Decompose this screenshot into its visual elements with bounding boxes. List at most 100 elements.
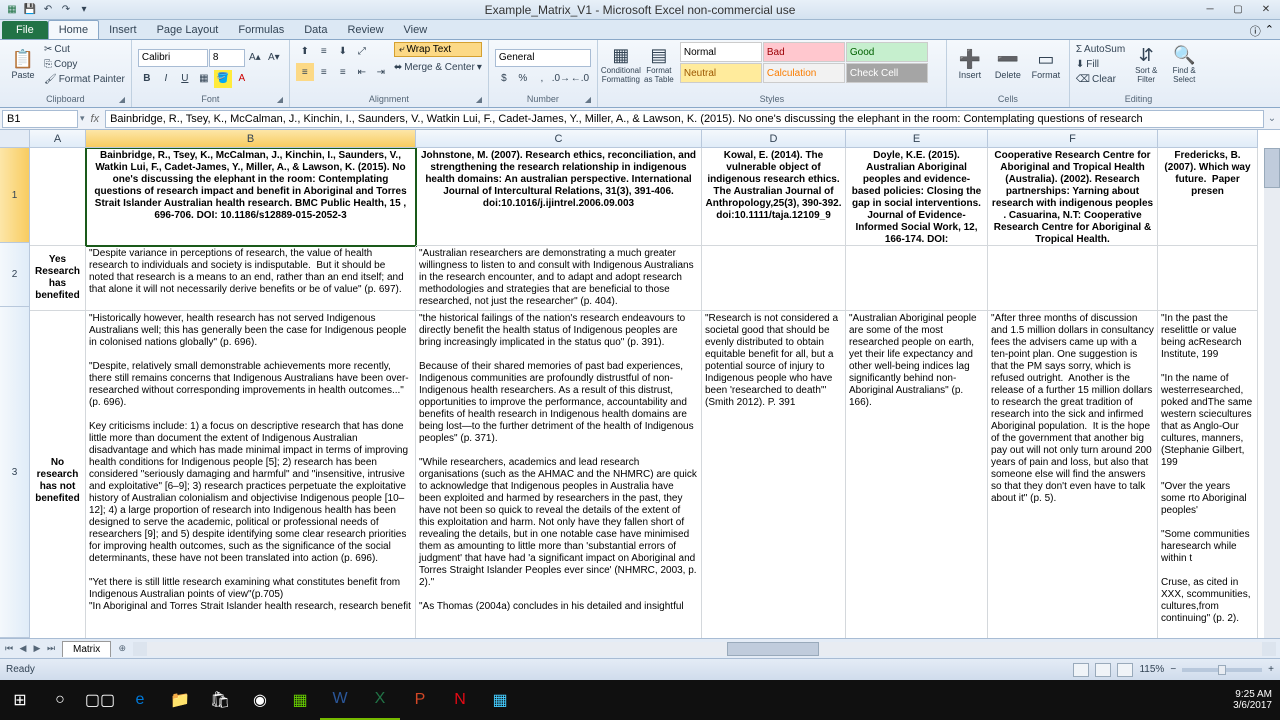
app-icon-1[interactable]: ▦ — [280, 680, 320, 720]
cell-f2[interactable] — [988, 246, 1158, 311]
paste-button[interactable]: 📋Paste — [6, 42, 40, 86]
file-explorer-icon[interactable]: 📁 — [160, 680, 200, 720]
align-bottom-icon[interactable]: ⬇ — [334, 42, 352, 60]
formula-input[interactable]: Bainbridge, R., Tsey, K., McCalman, J., … — [105, 110, 1264, 128]
underline-button[interactable]: U — [176, 70, 194, 88]
clock-date[interactable]: 3/6/2017 — [1233, 700, 1272, 711]
font-family-dropdown[interactable]: Calibri — [138, 49, 208, 67]
style-check-cell[interactable]: Check Cell — [846, 63, 928, 83]
cell-c2[interactable]: "Australian researchers are demonstratin… — [416, 246, 702, 311]
copy-button[interactable]: ⎘ Copy — [44, 57, 125, 71]
format-cells-button[interactable]: ▭Format — [1029, 42, 1063, 86]
zoom-percent[interactable]: 115% — [1139, 664, 1164, 675]
page-layout-view-icon[interactable] — [1095, 663, 1111, 677]
horizontal-scrollbar[interactable] — [133, 642, 1276, 656]
row-header-3[interactable]: 3 — [0, 307, 30, 638]
cell-a2[interactable]: Yes Research has benefited — [30, 246, 86, 311]
increase-font-icon[interactable]: A▴ — [246, 49, 264, 67]
insert-cells-button[interactable]: ➕Insert — [953, 42, 987, 86]
cell-b2[interactable]: "Despite variance in perceptions of rese… — [86, 246, 416, 311]
hscroll-thumb[interactable] — [727, 642, 818, 656]
select-all-corner[interactable] — [0, 130, 30, 148]
cell-g2[interactable] — [1158, 246, 1258, 311]
find-select-button[interactable]: 🔍Find & Select — [1167, 42, 1201, 86]
bold-button[interactable]: B — [138, 70, 156, 88]
col-header-e[interactable]: E — [846, 130, 988, 148]
name-box[interactable]: B1 — [2, 110, 78, 128]
indent-dec-icon[interactable]: ⇤ — [353, 63, 371, 81]
percent-icon[interactable]: % — [514, 70, 532, 88]
align-top-icon[interactable]: ⬆ — [296, 42, 314, 60]
col-header-f[interactable]: F — [988, 130, 1158, 148]
style-bad[interactable]: Bad — [763, 42, 845, 62]
formula-expand-icon[interactable]: ⌄ — [1264, 113, 1280, 124]
store-icon[interactable]: 🛍 — [200, 680, 240, 720]
fx-icon[interactable]: fx — [85, 113, 106, 125]
vertical-scrollbar[interactable] — [1264, 148, 1280, 638]
minimize-button[interactable]: ─ — [1196, 1, 1224, 19]
cell-e1[interactable]: Doyle, K.E. (2015). Australian Aborigina… — [846, 148, 988, 246]
number-format-dropdown[interactable]: General — [495, 49, 591, 67]
cut-button[interactable]: ✂ Cut — [44, 42, 125, 56]
sheet-nav-last-icon[interactable]: ⏭ — [44, 642, 58, 656]
cell-a3[interactable]: No research has not benefited — [30, 311, 86, 638]
cell-b1[interactable]: Bainbridge, R., Tsey, K., McCalman, J., … — [86, 148, 416, 246]
italic-button[interactable]: I — [157, 70, 175, 88]
sheet-nav-next-icon[interactable]: ▶ — [30, 642, 44, 656]
comma-icon[interactable]: , — [533, 70, 551, 88]
clipboard-launcher-icon[interactable]: ◢ — [119, 95, 129, 105]
format-as-table-button[interactable]: ▤Format as Table — [642, 42, 676, 86]
cell-d1[interactable]: Kowal, E. (2014). The vulnerable object … — [702, 148, 846, 246]
powerpoint-icon[interactable]: P — [400, 680, 440, 720]
close-button[interactable]: ✕ — [1252, 1, 1280, 19]
app-icon-2[interactable]: N — [440, 680, 480, 720]
clock-time[interactable]: 9:25 AM — [1233, 689, 1272, 700]
row-header-2[interactable]: 2 — [0, 243, 30, 307]
style-normal[interactable]: Normal — [680, 42, 762, 62]
undo-icon[interactable]: ↶ — [40, 2, 56, 18]
data-tab[interactable]: Data — [294, 21, 337, 39]
sheet-nav-first-icon[interactable]: ⏮ — [2, 642, 16, 656]
col-header-c[interactable]: C — [416, 130, 702, 148]
cell-d2[interactable] — [702, 246, 846, 311]
save-icon[interactable]: 💾 — [22, 2, 38, 18]
chrome-icon[interactable]: ◉ — [240, 680, 280, 720]
clear-button[interactable]: ⌫ Clear — [1076, 72, 1125, 86]
review-tab[interactable]: Review — [337, 21, 393, 39]
excel-icon[interactable]: ▦ — [4, 2, 20, 18]
maximize-button[interactable]: ▢ — [1224, 1, 1252, 19]
redo-icon[interactable]: ↷ — [58, 2, 74, 18]
cell-g1[interactable]: Fredericks, B. (2007). Which way future.… — [1158, 148, 1258, 246]
cell-c3[interactable]: "the historical failings of the nation's… — [416, 311, 702, 638]
file-tab[interactable]: File — [2, 21, 48, 39]
cortana-icon[interactable]: ○ — [40, 680, 80, 720]
fill-color-button[interactable]: 🪣 — [214, 70, 232, 88]
dec-decimal-icon[interactable]: ←.0 — [571, 70, 589, 88]
cell-f3[interactable]: "After three months of discussion and 1.… — [988, 311, 1158, 638]
number-launcher-icon[interactable]: ◢ — [585, 95, 595, 105]
edge-icon[interactable]: e — [120, 680, 160, 720]
fill-button[interactable]: ⬇ Fill — [1076, 57, 1125, 71]
indent-inc-icon[interactable]: ⇥ — [372, 63, 390, 81]
align-right-icon[interactable]: ≡ — [334, 63, 352, 81]
cell-e3[interactable]: "Australian Aboriginal people are some o… — [846, 311, 988, 638]
style-calculation[interactable]: Calculation — [763, 63, 845, 83]
excel-taskbar-icon[interactable]: X — [360, 680, 400, 720]
sheet-tab-matrix[interactable]: Matrix — [62, 641, 111, 657]
border-button[interactable]: ▦ — [195, 70, 213, 88]
sheet-nav-prev-icon[interactable]: ◀ — [16, 642, 30, 656]
cell-d3[interactable]: "Research is not considered a societal g… — [702, 311, 846, 638]
new-sheet-icon[interactable]: ⊕ — [115, 642, 129, 656]
style-neutral[interactable]: Neutral — [680, 63, 762, 83]
zoom-out-icon[interactable]: − — [1170, 664, 1176, 675]
font-color-button[interactable]: A — [233, 70, 251, 88]
zoom-in-icon[interactable]: + — [1268, 664, 1274, 675]
alignment-launcher-icon[interactable]: ◢ — [476, 95, 486, 105]
task-view-icon[interactable]: ▢▢ — [80, 680, 120, 720]
col-header-d[interactable]: D — [702, 130, 846, 148]
delete-cells-button[interactable]: ➖Delete — [991, 42, 1025, 86]
cell-f1[interactable]: Cooperative Research Centre for Aborigin… — [988, 148, 1158, 246]
page-break-view-icon[interactable] — [1117, 663, 1133, 677]
format-painter-button[interactable]: 🖌 Format Painter — [44, 72, 125, 86]
row-header-1[interactable]: 1 — [0, 148, 30, 243]
